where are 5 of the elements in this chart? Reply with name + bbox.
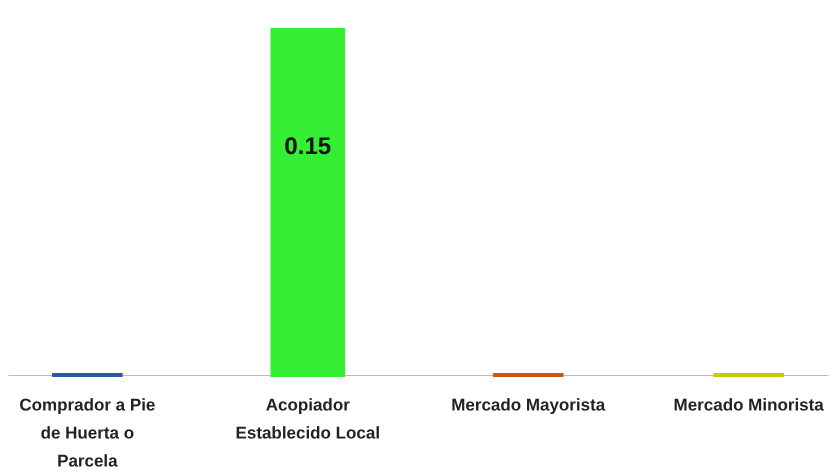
x-tick-label: Acopiador Establecido Local [236, 396, 380, 442]
data-label: 0.15 [284, 133, 332, 160]
x-tick-label: Comprador a Pie de Huerta o Parcela [19, 396, 156, 470]
x-tick-label: Mercado Mayorista [451, 396, 606, 414]
x-tick-label: Mercado Minorista [674, 396, 824, 414]
